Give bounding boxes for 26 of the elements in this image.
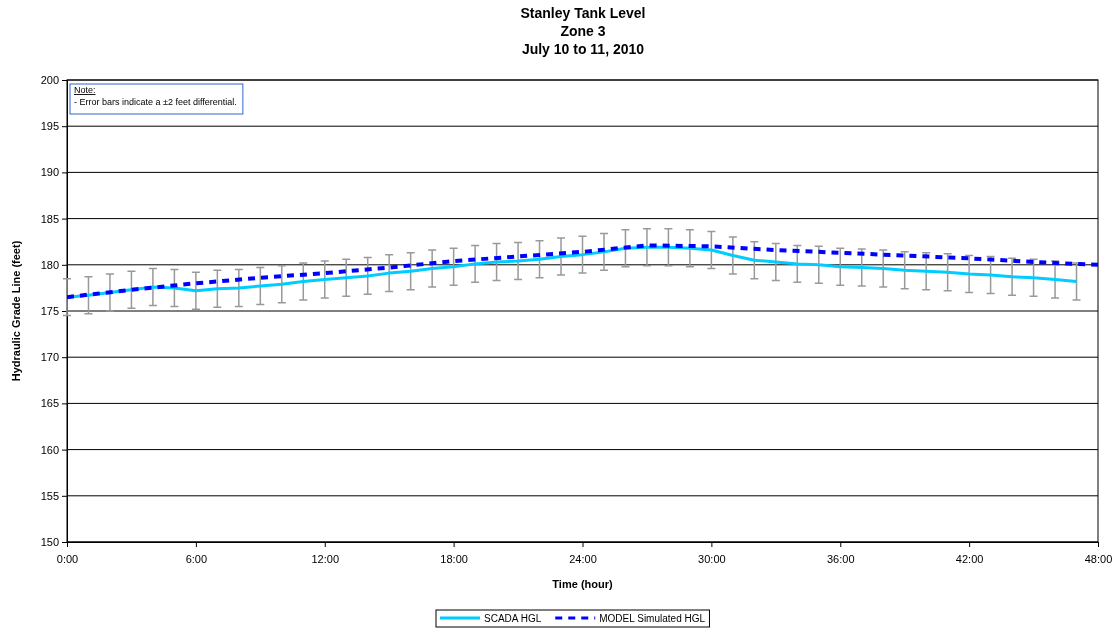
x-tick-label: 42:00	[955, 553, 984, 566]
annotation: Note: - Error bars indicate a ±2 feet differential.	[74, 85, 237, 107]
y-tick-label: 190	[40, 166, 59, 179]
y-axis-title: Hydraulic Grade Line (feet)	[10, 240, 22, 382]
y-tick-label: 170	[40, 351, 59, 364]
y-tick-label: 155	[40, 489, 59, 502]
y-tick-label: 160	[40, 443, 59, 456]
y-tick-label: 195	[40, 120, 59, 133]
x-tick-label: 12:00	[311, 553, 340, 566]
y-tick-label: 180	[40, 258, 59, 271]
legend-label: SCADA HGL	[484, 613, 542, 624]
y-tick-label: 175	[40, 305, 59, 318]
chart-title: Stanley Tank Level Zone 3 July 10 to 11, 2010	[520, 5, 646, 57]
y-tick-label: 185	[40, 212, 59, 225]
x-tick-label: 36:00	[826, 553, 855, 566]
y-tick-label: 150	[40, 536, 59, 549]
x-tick-label: 6:00	[185, 553, 208, 566]
y-tick-label: 165	[40, 397, 59, 410]
y-tick-label: 200	[40, 74, 59, 87]
legend-label: MODEL Simulated HGL	[599, 613, 706, 624]
x-axis-title: Time (hour)	[552, 578, 613, 590]
x-tick-label: 18:00	[440, 553, 468, 566]
x-tick-label: 0:00	[56, 553, 79, 566]
x-tick-label: 48:00	[1084, 553, 1113, 566]
x-tick-label: 30:00	[698, 553, 726, 566]
x-tick-label: 24:00	[569, 553, 597, 566]
